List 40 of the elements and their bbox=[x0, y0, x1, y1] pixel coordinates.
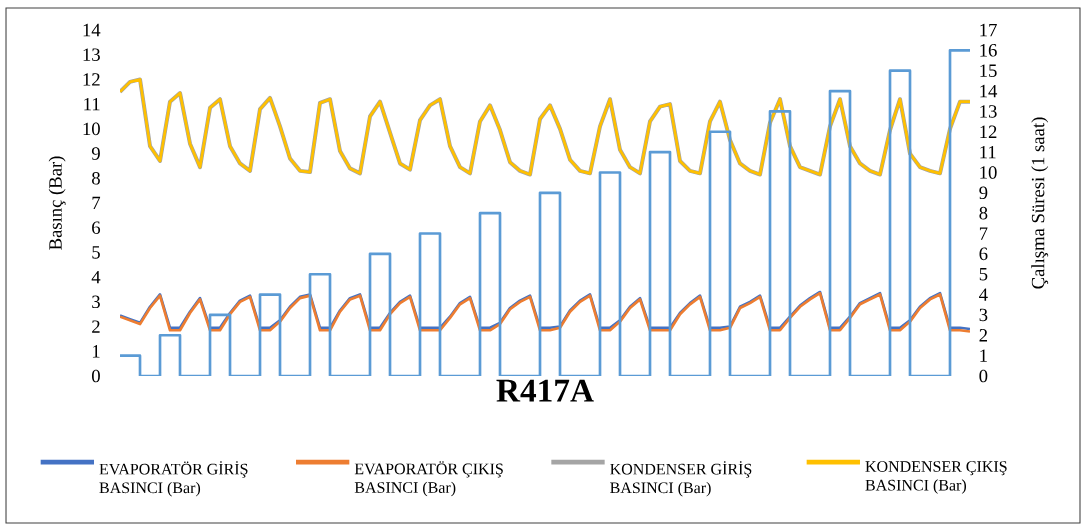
y2-tick-label: 12 bbox=[980, 125, 997, 138]
y2-tick-label: 7 bbox=[979, 227, 988, 240]
y-axis-title: Basınç (Bar) bbox=[48, 156, 66, 250]
y2-tick-label: 16 bbox=[980, 44, 997, 57]
y2-tick-label: 10 bbox=[980, 166, 997, 179]
y2-tick-label: 13 bbox=[980, 105, 997, 118]
y-tick-label: 10 bbox=[83, 122, 100, 136]
y2-tick-label: 3 bbox=[979, 308, 988, 322]
y2-tick-label: 14 bbox=[980, 84, 998, 98]
y-tick-label: 9 bbox=[91, 147, 100, 160]
y-tick-label: 12 bbox=[83, 73, 100, 86]
y2-tick-label: 15 bbox=[980, 64, 997, 77]
y-tick-label: 6 bbox=[92, 221, 101, 234]
y2-axis-title: Çalışma Süresi (1 saat) bbox=[1031, 117, 1049, 289]
y-tick-label: 13 bbox=[83, 48, 100, 61]
y2-tick-label: 0 bbox=[979, 369, 988, 383]
y2-tick-label: 2 bbox=[979, 329, 988, 342]
y2-tick-label: 4 bbox=[979, 288, 988, 301]
y-tick-label: 14 bbox=[83, 23, 101, 37]
y-tick-label: 0 bbox=[92, 369, 100, 383]
y2-tick-label: 9 bbox=[979, 186, 988, 200]
y2-tick-label: 17 bbox=[980, 23, 997, 37]
y-tick-label: 11 bbox=[84, 97, 100, 111]
y-tick-label: 8 bbox=[92, 171, 100, 185]
y-tick-label: 5 bbox=[92, 246, 100, 259]
y2-tick-label: 8 bbox=[979, 206, 988, 220]
legend-label: EVAPORATÖR ÇIKIŞ BASINCI (Bar) bbox=[354, 461, 503, 497]
y2-tick-label: 5 bbox=[979, 268, 988, 281]
y-tick-label: 4 bbox=[91, 270, 101, 284]
y-tick-label: 1 bbox=[92, 345, 100, 358]
y2-tick-label: 11 bbox=[980, 145, 996, 159]
y-tick-label: 7 bbox=[92, 196, 101, 210]
y-tick-label: 2 bbox=[92, 320, 100, 333]
y2-tick-label: 6 bbox=[979, 247, 988, 261]
y2-tick-label: 1 bbox=[980, 349, 987, 362]
text: R417A bbox=[496, 379, 594, 402]
legend-label: KONDENSER GİRİŞ BASINCI (Bar) bbox=[610, 461, 752, 497]
legend-label: EVAPORATÖR GİRİŞ BASINCI (Bar) bbox=[99, 461, 248, 497]
legend-label: KONDENSER ÇIKIŞ BASINCI (Bar) bbox=[865, 461, 1007, 494]
y-tick-label: 3 bbox=[92, 295, 100, 309]
